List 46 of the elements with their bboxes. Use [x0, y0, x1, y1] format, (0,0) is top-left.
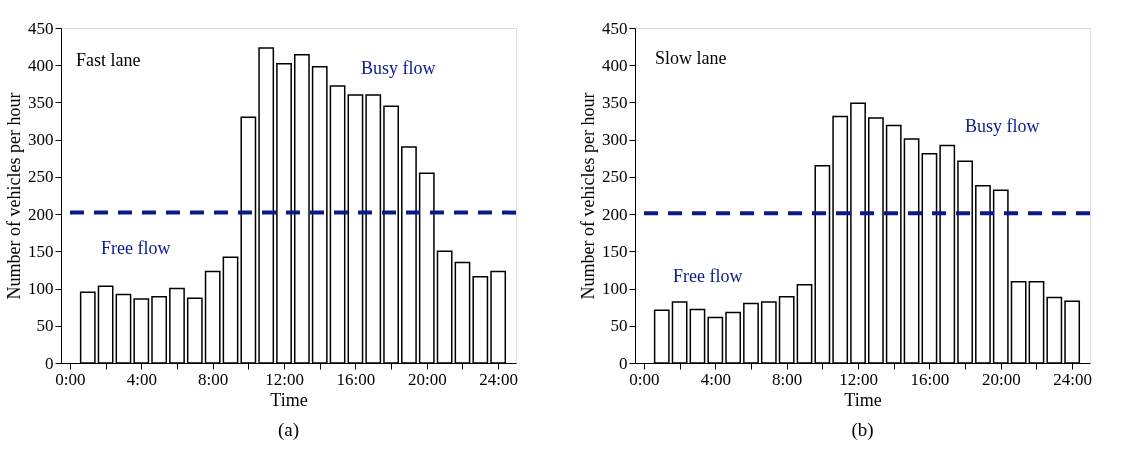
- x-tick-label: 8:00: [198, 369, 229, 389]
- y-tick-label: 0: [619, 353, 628, 373]
- annotation: Busy flow: [965, 116, 1040, 136]
- annotation: Slow lane: [655, 48, 727, 68]
- y-tick-label: 150: [602, 241, 628, 261]
- x-tick-label: 16:00: [910, 369, 950, 389]
- y-tick-label: 100: [28, 279, 54, 299]
- x-tick-label: 0:00: [55, 369, 86, 389]
- y-axis-title: Number of vehicles per hour: [578, 92, 598, 300]
- y-tick-label: 150: [28, 241, 54, 261]
- x-tick-label: 20:00: [981, 369, 1021, 389]
- y-tick-label: 200: [602, 204, 628, 224]
- x-tick-label: 12:00: [839, 369, 878, 389]
- x-tick-label: 8:00: [772, 369, 803, 389]
- y-axis-title: Number of vehicles per hour: [4, 92, 24, 300]
- x-tick-label: 4:00: [700, 369, 731, 389]
- annotation: Busy flow: [361, 58, 436, 78]
- annotation: Free flow: [673, 266, 743, 286]
- annotation: Fast lane: [76, 50, 141, 70]
- x-axis-title: Time: [270, 389, 308, 410]
- y-tick-label: 400: [28, 55, 54, 75]
- x-tick-label: 16:00: [336, 369, 376, 389]
- y-tick-label: 450: [28, 18, 54, 38]
- x-tick-label: 24:00: [1053, 369, 1093, 389]
- x-axis-title: Time: [844, 389, 882, 410]
- x-tick-label: 4:00: [126, 369, 157, 389]
- text: (b): [851, 419, 874, 441]
- y-tick-label: 0: [45, 353, 54, 373]
- x-tick-label: 0:00: [629, 369, 660, 389]
- y-tick-label: 200: [28, 204, 54, 224]
- y-tick-label: 250: [28, 167, 54, 187]
- annotation: Free flow: [101, 238, 171, 258]
- y-tick-label: 300: [602, 130, 628, 150]
- text: (a): [277, 419, 300, 441]
- y-tick-label: 100: [602, 279, 628, 299]
- y-tick-label: 50: [36, 316, 54, 336]
- y-tick-label: 300: [28, 130, 54, 150]
- x-tick-label: 12:00: [265, 369, 304, 389]
- y-tick-label: 250: [602, 167, 628, 187]
- y-tick-label: 350: [602, 92, 628, 112]
- y-tick-label: 350: [28, 92, 54, 112]
- x-tick-label: 24:00: [479, 369, 519, 389]
- y-tick-label: 450: [602, 18, 628, 38]
- y-tick-label: 400: [602, 55, 628, 75]
- y-tick-label: 50: [610, 316, 628, 336]
- x-tick-label: 20:00: [407, 369, 447, 389]
